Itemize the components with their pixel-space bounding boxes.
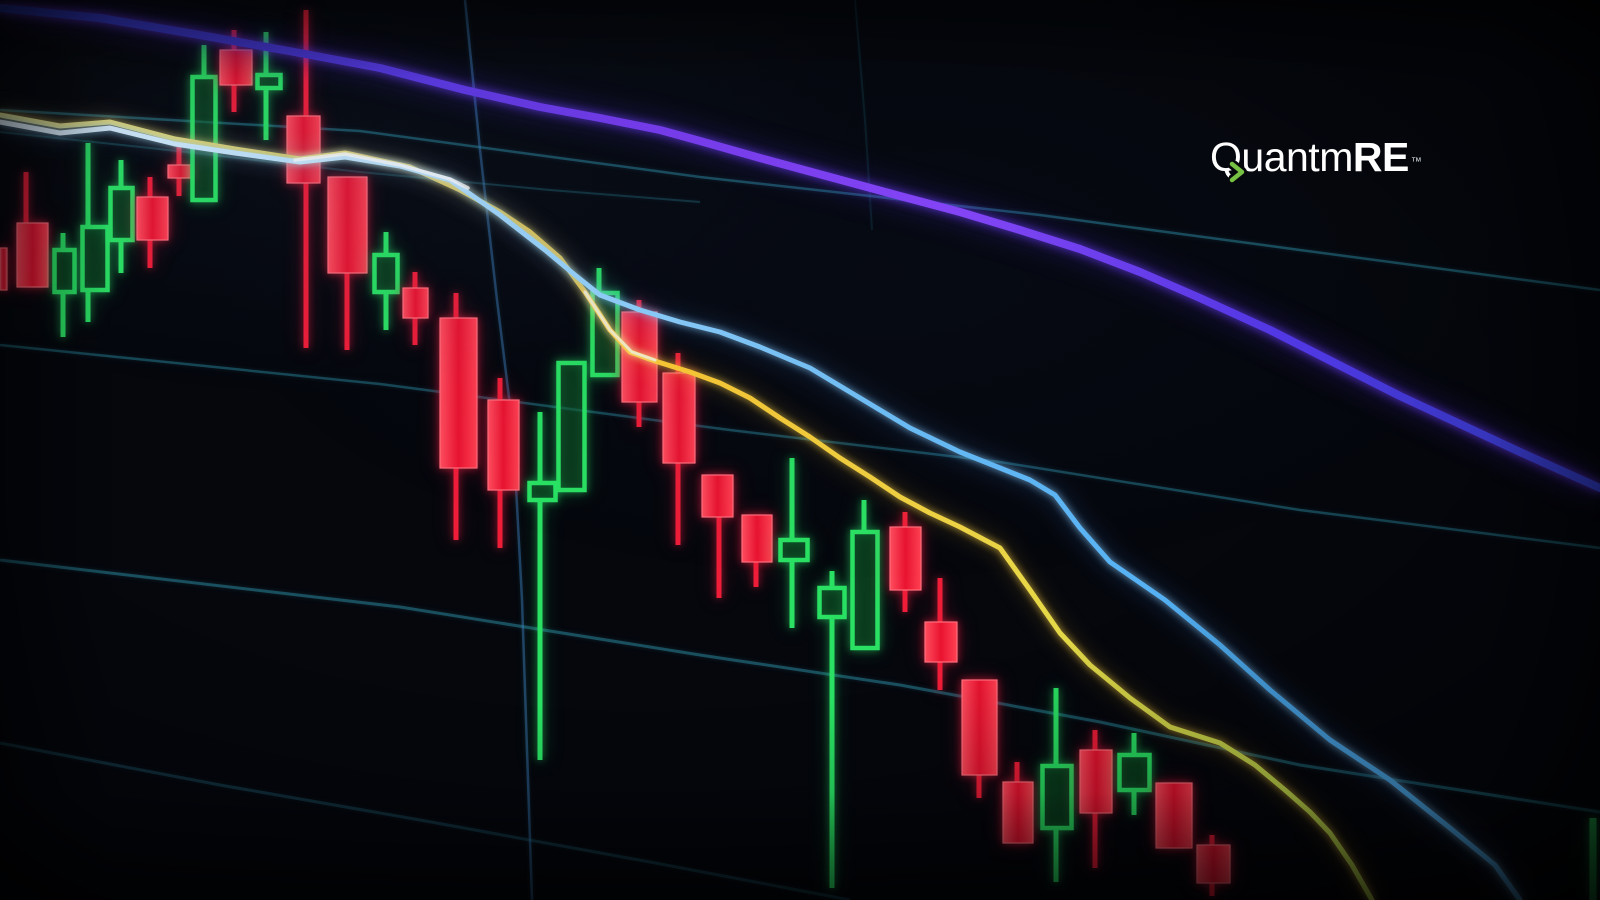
candle-1-red xyxy=(0,247,8,291)
candle-29-red xyxy=(961,679,998,798)
candle-33-green xyxy=(1117,733,1152,815)
candle-body-bearish xyxy=(16,222,49,288)
ma-fast-cyan xyxy=(0,119,1523,900)
candle-body-bearish xyxy=(402,287,429,319)
logo-q-arrow-icon xyxy=(1229,161,1247,183)
brand-logo: QuantmRE ™ xyxy=(1210,134,1422,186)
candle-body-bullish xyxy=(80,224,110,293)
candle-21-red xyxy=(662,353,696,545)
candle-body-bullish xyxy=(52,247,77,295)
brand-name-suffix: RE xyxy=(1352,134,1409,180)
candle-27-red xyxy=(889,512,922,612)
candle-body-bearish xyxy=(0,247,8,291)
candle-15-red xyxy=(439,293,478,540)
candle-body-bullish xyxy=(556,360,587,493)
candle-8-green xyxy=(190,45,218,203)
candle-body-bullish xyxy=(1117,752,1152,793)
candle-18-green xyxy=(556,360,587,493)
candle-body-bullish xyxy=(372,252,400,295)
candle-12-red xyxy=(327,176,368,350)
candle-body-bearish xyxy=(1002,781,1034,844)
candle-23-red xyxy=(741,514,773,587)
candle-13-green xyxy=(372,232,400,330)
candle-16-red xyxy=(487,378,520,548)
candle-6-red xyxy=(136,177,169,268)
candle-body-bearish xyxy=(1155,782,1193,849)
candle-body-bearish xyxy=(961,679,998,776)
candle-5-green xyxy=(108,160,135,273)
candle-body-bearish xyxy=(741,514,773,563)
candle-26-green xyxy=(850,500,880,651)
candle-14-red xyxy=(402,272,429,345)
candle-body-bearish xyxy=(219,49,253,86)
trademark-symbol: ™ xyxy=(1410,156,1422,168)
candle-body-bullish xyxy=(255,72,283,91)
candle-20-red xyxy=(621,300,658,427)
candle-body-bearish xyxy=(889,526,922,591)
candle-35-red xyxy=(1196,835,1231,896)
candle-body-bullish xyxy=(1040,763,1074,831)
candle-34-red xyxy=(1155,782,1193,849)
candle-11-red xyxy=(286,10,321,348)
candle-body-bearish xyxy=(167,164,194,179)
grid-line-h5 xyxy=(0,741,851,900)
candle-body-bearish xyxy=(286,115,321,184)
candle-17-green xyxy=(527,412,558,760)
candle-body-bearish xyxy=(924,621,958,663)
candle-2-red xyxy=(16,172,49,288)
grid-line-h4 xyxy=(0,558,1600,814)
candle-body-bearish xyxy=(439,317,478,469)
candle-25-green xyxy=(817,571,847,888)
candle-body-bullish xyxy=(817,585,847,620)
candle-28-red xyxy=(924,578,958,690)
candle-body-bearish xyxy=(1196,844,1231,884)
candle-3-green xyxy=(52,233,77,337)
candle-body-bearish xyxy=(327,176,368,274)
candle-body-bearish xyxy=(487,399,520,491)
candle-body-bearish xyxy=(701,474,734,518)
candle-body-bullish xyxy=(850,529,880,651)
candle-24-green xyxy=(778,458,810,628)
candle-22-red xyxy=(701,474,734,598)
candle-body-bullish xyxy=(190,74,218,203)
candle-body-bearish xyxy=(662,372,696,464)
candle-body-bullish xyxy=(108,185,135,243)
candle-body-bearish xyxy=(1079,749,1113,814)
candle-30-red xyxy=(1002,762,1034,844)
candle-body-bearish xyxy=(136,196,169,241)
candle-body-bullish xyxy=(778,537,810,563)
candle-body-bullish xyxy=(527,480,558,503)
candle-4-green xyxy=(80,143,110,322)
candle-32-red xyxy=(1079,730,1113,868)
